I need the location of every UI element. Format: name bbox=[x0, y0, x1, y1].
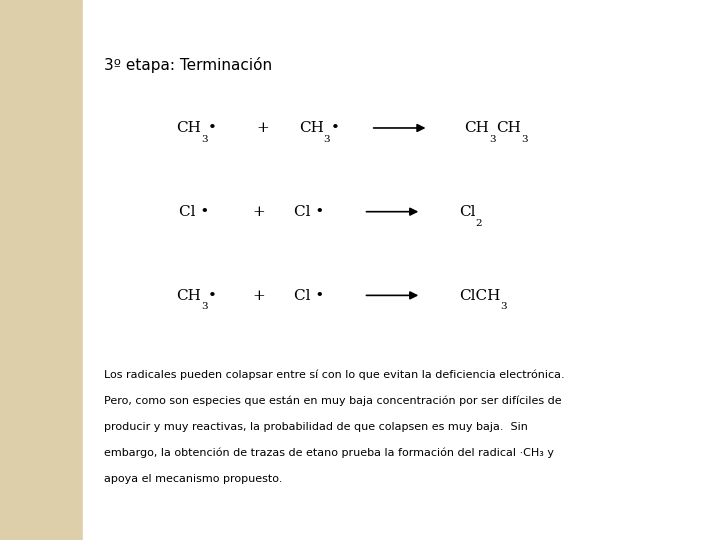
Text: 2: 2 bbox=[475, 219, 482, 228]
Text: •: • bbox=[208, 289, 217, 303]
Text: Cl •: Cl • bbox=[179, 205, 209, 219]
Text: ClCH: ClCH bbox=[459, 289, 500, 303]
Text: 3: 3 bbox=[521, 135, 528, 144]
Text: embargo, la obtención de trazas de etano prueba la formación del radical ·CH₃ y: embargo, la obtención de trazas de etano… bbox=[104, 448, 554, 458]
Text: Cl: Cl bbox=[459, 205, 475, 219]
Text: 3: 3 bbox=[202, 135, 208, 144]
Text: apoya el mecanismo propuesto.: apoya el mecanismo propuesto. bbox=[104, 474, 283, 484]
Text: Los radicales pueden colapsar entre sí con lo que evitan la deficiencia electrón: Los radicales pueden colapsar entre sí c… bbox=[104, 370, 565, 380]
Text: 3: 3 bbox=[324, 135, 330, 144]
Bar bbox=[0, 0, 83, 540]
Text: Cl •: Cl • bbox=[294, 289, 324, 303]
Bar bbox=[83, 0, 720, 540]
Text: CH: CH bbox=[496, 122, 521, 136]
Text: +: + bbox=[253, 289, 266, 303]
Text: CH: CH bbox=[299, 122, 324, 136]
Text: Pero, como son especies que están en muy baja concentración por ser difíciles de: Pero, como son especies que están en muy… bbox=[104, 396, 562, 406]
Text: 3º etapa: Terminación: 3º etapa: Terminación bbox=[104, 57, 273, 73]
Text: •: • bbox=[330, 122, 339, 136]
Text: +: + bbox=[253, 205, 266, 219]
Text: 3: 3 bbox=[500, 302, 507, 312]
Text: +: + bbox=[256, 122, 269, 136]
Text: •: • bbox=[208, 122, 217, 136]
Text: producir y muy reactivas, la probabilidad de que colapsen es muy baja.  Sin: producir y muy reactivas, la probabilida… bbox=[104, 422, 528, 432]
Text: CH: CH bbox=[176, 122, 202, 136]
Text: Cl •: Cl • bbox=[294, 205, 324, 219]
Text: CH: CH bbox=[464, 122, 490, 136]
Text: CH: CH bbox=[176, 289, 202, 303]
Text: 3: 3 bbox=[490, 135, 496, 144]
Text: 3: 3 bbox=[202, 302, 208, 312]
